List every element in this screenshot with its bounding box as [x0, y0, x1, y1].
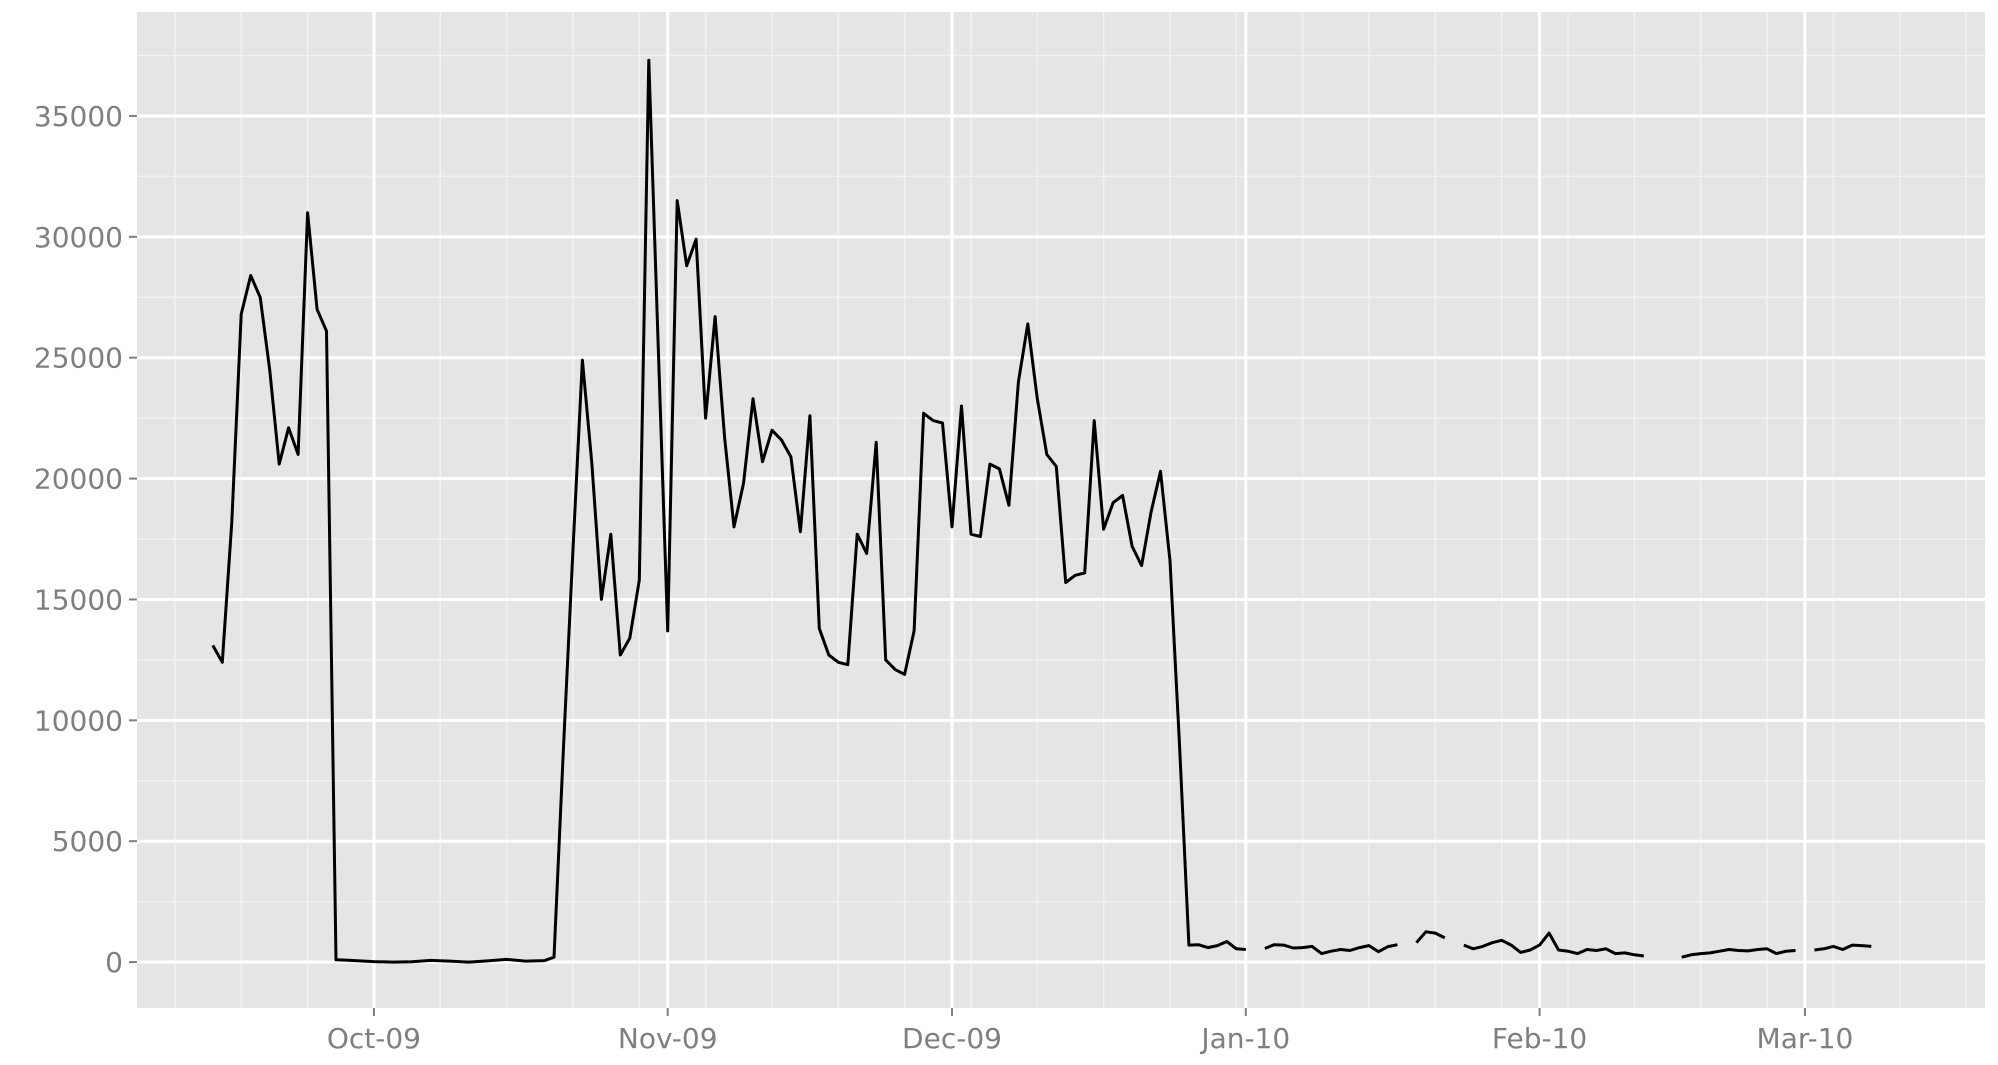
- y-tick-label: 20000: [34, 463, 123, 496]
- x-tick-label: Oct-09: [327, 1022, 421, 1055]
- y-tick-label: 30000: [34, 221, 123, 254]
- x-axis: Oct-09 Nov-09 Dec-09 Jan-10 Feb-10 Mar-10: [327, 1008, 1853, 1055]
- y-tick-label: 35000: [34, 100, 123, 133]
- series-0-segment-1: [1264, 943, 1398, 956]
- y-tick-label: 15000: [34, 583, 123, 616]
- series-0-segment-3: [1463, 931, 1644, 958]
- series-0-segment-0: [211, 58, 1246, 964]
- y-tick-label: 0: [105, 946, 123, 979]
- series-0-segment-5: [1814, 943, 1872, 952]
- series-0-segment-2: [1415, 930, 1446, 944]
- x-tick-label: Mar-10: [1757, 1022, 1854, 1055]
- y-axis: 0 5000 10000 15000 20000 25000 30000 35000: [34, 100, 137, 979]
- x-tick-label: Nov-09: [618, 1022, 718, 1055]
- y-tick-label: 25000: [34, 342, 123, 375]
- y-tick-label: 10000: [34, 704, 123, 737]
- x-tick-label: Jan-10: [1199, 1022, 1290, 1055]
- series-0-segment-4: [1681, 947, 1796, 959]
- x-tick-label: Feb-10: [1492, 1022, 1587, 1055]
- y-tick-label: 5000: [52, 825, 123, 858]
- x-tick-label: Dec-09: [902, 1022, 1002, 1055]
- series-line: [211, 58, 1872, 964]
